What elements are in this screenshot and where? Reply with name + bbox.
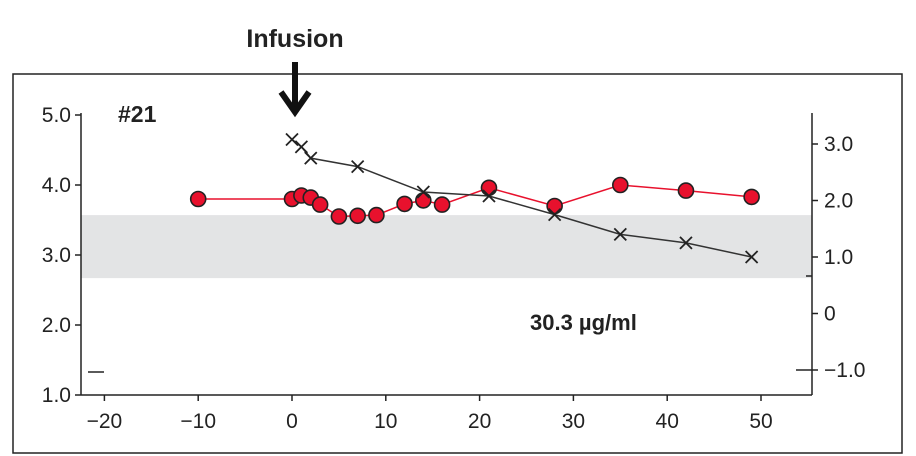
left-y-tick-label: 5.0: [42, 104, 71, 127]
right-y-tick-label: 2.0: [824, 190, 853, 213]
left-y-tick-label: 3.0: [42, 244, 71, 267]
data-point-circle: [743, 188, 760, 206]
data-point-cross: [548, 207, 562, 222]
data-point-circle: [480, 179, 498, 197]
ticks: [75, 114, 818, 401]
data-point-cross: [613, 227, 627, 242]
x-tick-label: −20: [87, 410, 123, 433]
series-line-0: [198, 184, 752, 218]
x-tick-label: 0: [286, 410, 298, 433]
data-point-cross: [416, 185, 430, 199]
x-tick-label: 30: [562, 410, 585, 433]
data-point-cross: [482, 189, 496, 203]
data-point-circle: [349, 207, 366, 225]
axes: [80, 113, 813, 396]
left-y-tick-label: 4.0: [42, 174, 71, 197]
markers: [189, 132, 760, 264]
data-point-circle: [677, 182, 695, 199]
x-tick-label: 40: [656, 410, 679, 433]
data-point-circle: [396, 195, 413, 213]
data-point-cross: [744, 250, 759, 264]
x-tick-label: 20: [468, 410, 491, 433]
data-point-circle: [189, 190, 207, 208]
infusion-arrow: [278, 62, 312, 118]
right-y-tick-label: 0: [824, 303, 836, 326]
data-point-cross: [351, 159, 365, 174]
x-tick-label: 10: [374, 410, 397, 433]
panel-label: #21: [118, 101, 157, 127]
data-point-circle: [611, 176, 629, 194]
right-y-tick-label: 1.0: [824, 246, 853, 269]
x-tick-label: 50: [749, 410, 772, 433]
concentration-label: 30.3 µg/ml: [530, 310, 637, 335]
data-point-circle: [546, 197, 563, 215]
data-point-cross: [304, 151, 318, 165]
data-point-circle: [433, 196, 451, 213]
data-point-circle: [330, 208, 348, 225]
data-point-cross: [294, 140, 309, 154]
x-tick-label: −10: [180, 410, 216, 433]
data-point-circle: [415, 192, 432, 209]
data-point-circle: [368, 206, 385, 224]
chart-frame: [12, 73, 903, 454]
left-y-tick-label: 1.0: [42, 384, 71, 407]
right-y-tick-label: 3.0: [824, 133, 853, 156]
left-y-tick-label: 2.0: [42, 314, 71, 337]
tick-labels: −20 −10 0 10 20 30 40 50 1.0 2.0 3.0 4.0 5.0 −1.0 0 1.0…: [42, 104, 866, 433]
data-point-cross: [285, 132, 299, 147]
data-point-circle: [311, 196, 329, 213]
right-y-tick-label: −1.0: [824, 359, 865, 382]
data-point-cross: [679, 236, 693, 250]
infusion-label: Infusion: [246, 25, 343, 53]
